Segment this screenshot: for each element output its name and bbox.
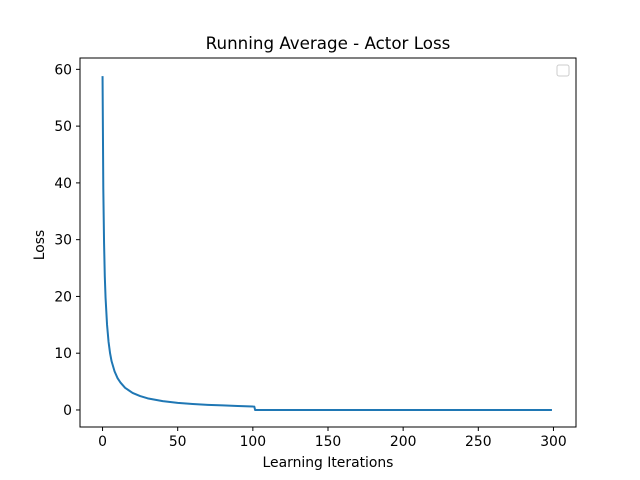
y-tick-label: 10 — [54, 346, 72, 362]
y-tick-label: 0 — [63, 403, 72, 419]
x-tick-label: 0 — [98, 434, 107, 450]
x-tick-label: 150 — [315, 434, 342, 450]
x-axis: 0 50 100 150 200 250 300 — [98, 427, 567, 450]
x-tick-label: 200 — [390, 434, 417, 450]
chart-title: Running Average - Actor Loss — [206, 33, 451, 53]
x-tick-label: 50 — [169, 434, 187, 450]
y-tick-label: 50 — [54, 119, 72, 135]
y-tick-label: 60 — [54, 62, 72, 78]
x-tick-label: 250 — [465, 434, 492, 450]
y-axis-label: Loss — [32, 230, 48, 260]
series-line-0 — [101, 76, 552, 411]
x-tick-label: 300 — [540, 434, 567, 450]
y-tick-label: 20 — [54, 289, 72, 305]
legend-box — [556, 64, 570, 77]
y-tick-label: 30 — [54, 233, 72, 249]
series-layer — [101, 76, 552, 411]
x-axis-label: Learning Iterations — [263, 455, 394, 471]
x-tick-label: 100 — [240, 434, 267, 450]
y-axis: 0 10 20 30 40 50 60 — [54, 62, 80, 419]
y-tick-label: 40 — [54, 176, 72, 192]
